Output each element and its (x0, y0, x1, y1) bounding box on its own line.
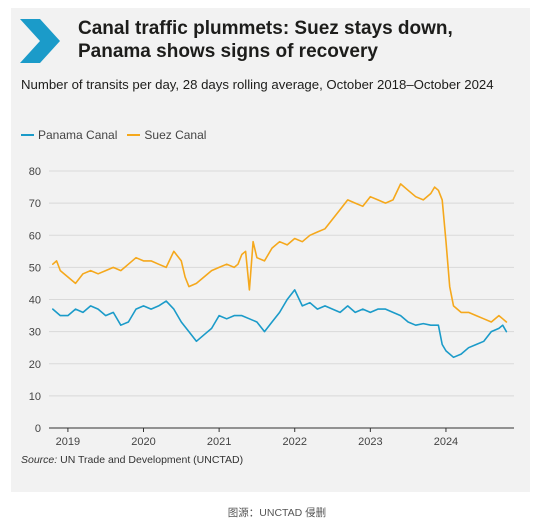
series-line-panama (52, 289, 508, 359)
y-tick-label: 70 (29, 198, 41, 210)
x-tick-label: 2019 (56, 436, 80, 448)
y-tick-label: 60 (29, 230, 41, 242)
source-label: Source: (21, 454, 58, 466)
legend-label-panama: Panama Canal (38, 128, 118, 142)
y-tick-label: 30 (29, 327, 41, 339)
y-tick-label: 10 (29, 391, 41, 403)
legend-swatch-panama (21, 134, 34, 136)
legend-label-suez: Suez Canal (144, 128, 207, 142)
y-tick-label: 80 (29, 166, 41, 178)
legend-item-panama: Panama Canal (21, 128, 117, 142)
y-tick-label: 20 (29, 359, 41, 371)
legend-item-suez: Suez Canal (127, 128, 206, 142)
legend: Panama Canal Suez Canal (21, 128, 216, 142)
x-tick-label: 2024 (434, 436, 458, 448)
x-tick-label: 2022 (282, 436, 306, 448)
chevron-icon (20, 19, 60, 63)
x-tick-label: 2021 (207, 436, 231, 448)
line-chart: 0 10 20 30 40 50 60 70 80 2019 2020 2021 2022 2023 202… (29, 166, 514, 448)
image-caption: 图源：UNCTAD 侵删 (227, 507, 327, 519)
chart-subtitle: Number of transits per day, 28 days roll… (21, 77, 494, 92)
x-tick-label: 2020 (131, 436, 155, 448)
source-text: UN Trade and Development (UNCTAD) (57, 454, 244, 466)
chart-title: Canal traffic plummets: Suez stays down,… (78, 18, 453, 62)
source-note: Source: UN Trade and Development (UNCTAD… (21, 454, 243, 466)
y-tick-label: 0 (35, 423, 41, 435)
series-line-suez (52, 183, 508, 323)
chevron-shape (20, 19, 60, 63)
x-tick-label: 2023 (358, 436, 382, 448)
legend-swatch-suez (127, 134, 141, 136)
y-tick-label: 40 (29, 295, 41, 307)
y-tick-label: 50 (29, 262, 41, 274)
